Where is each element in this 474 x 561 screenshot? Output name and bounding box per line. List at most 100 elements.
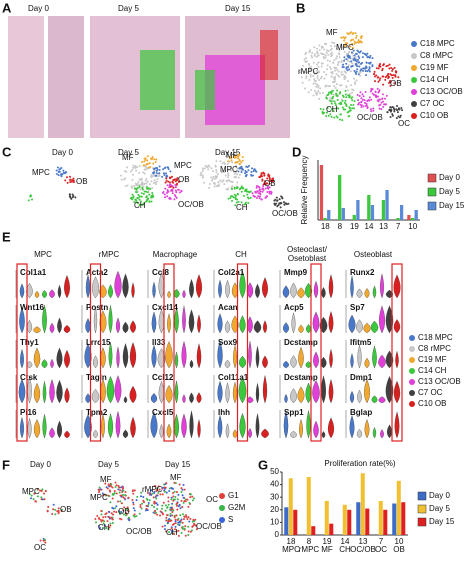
cell-dot: [141, 160, 144, 163]
cell-dot: [109, 501, 112, 504]
cell-dot: [180, 499, 183, 502]
cell-dot: [250, 173, 253, 176]
cell-dot: [368, 66, 371, 69]
cell-dot: [262, 171, 265, 174]
cell-dot: [215, 160, 218, 163]
cell-dot: [316, 47, 319, 50]
cell-dot: [342, 108, 345, 111]
violin: [357, 344, 362, 369]
cell-dot: [57, 174, 60, 177]
x-tick-label: 10: [408, 222, 417, 231]
cell-dot: [165, 179, 168, 182]
cell-dot: [156, 508, 159, 511]
violin: [298, 346, 304, 369]
cell-dot: [333, 66, 336, 69]
cell-dot: [230, 187, 233, 190]
cell-dot: [68, 193, 71, 196]
legend-swatch: [427, 173, 437, 183]
cell-dot: [326, 94, 329, 97]
cell-dot: [264, 196, 267, 199]
cell-dot: [72, 194, 75, 197]
cell-dot: [55, 173, 58, 176]
cell-dot: [153, 491, 156, 494]
violin: [93, 306, 98, 334]
cell-dot: [201, 169, 204, 172]
cell-dot: [323, 48, 326, 51]
cell-dot: [64, 179, 67, 182]
cell-dot: [113, 510, 116, 513]
cell-dot: [106, 487, 109, 490]
cell-dot: [382, 83, 385, 86]
cell-dot: [330, 92, 333, 95]
cell-dot: [103, 524, 106, 527]
cell-dot: [391, 69, 394, 72]
cell-dot: [360, 68, 363, 71]
cell-dot: [379, 77, 382, 80]
violin: [290, 430, 297, 439]
cell-dot: [300, 76, 303, 79]
cell-dot: [391, 114, 394, 117]
day-label: Day 5: [118, 148, 139, 157]
cell-dot: [188, 502, 191, 505]
cell-dot: [154, 495, 157, 498]
violin: [130, 416, 136, 439]
violin: [196, 343, 202, 369]
cell-dot: [351, 46, 354, 49]
cell-dot: [154, 509, 157, 512]
cell-dot: [152, 181, 155, 184]
cell-dot: [369, 108, 372, 111]
cell-dot: [164, 504, 167, 507]
violin: [100, 347, 106, 369]
legend-dot: [411, 77, 417, 83]
cell-dot: [102, 516, 105, 519]
cell-dot: [151, 155, 154, 158]
violin: [224, 359, 231, 369]
cell-dot: [129, 170, 132, 173]
cell-dot: [170, 508, 173, 511]
cell-dot: [40, 496, 43, 499]
cell-dot: [260, 172, 263, 175]
cell-dot: [390, 108, 393, 111]
cell-dot: [336, 89, 339, 92]
cell-dot: [249, 190, 252, 193]
x-tick-label: rMPC: [299, 545, 320, 554]
cell-dot: [180, 190, 183, 193]
cell-dot: [380, 108, 383, 111]
legend-label: C10 OB: [420, 111, 448, 120]
cell-dot: [378, 98, 381, 101]
cell-dot: [114, 486, 117, 489]
cell-dot: [345, 62, 348, 65]
cell-dot: [400, 107, 403, 110]
cell-dot: [380, 101, 383, 104]
cell-dot: [189, 496, 192, 499]
cell-dot: [382, 105, 385, 108]
cell-dot: [389, 73, 392, 76]
cell-dot: [385, 94, 388, 97]
cell-dot: [187, 534, 190, 537]
violin: [313, 351, 319, 369]
cell-dot: [350, 84, 353, 87]
bar: [392, 503, 397, 535]
violin: [56, 420, 63, 439]
cell-dot: [343, 39, 346, 42]
cell-dot: [161, 493, 164, 496]
violin: [312, 311, 320, 334]
cell-dot: [145, 497, 148, 500]
cell-dot: [221, 180, 224, 183]
cell-dot: [318, 49, 321, 52]
cell-dot: [376, 95, 379, 98]
cell-dot: [157, 175, 160, 178]
cell-dot: [31, 198, 34, 201]
day-label: Day 0: [30, 460, 51, 469]
cell-dot: [266, 182, 269, 185]
cell-dot: [231, 199, 234, 202]
cluster-label: OC: [398, 119, 410, 128]
violin: [182, 289, 186, 299]
cell-dot: [214, 164, 217, 167]
cell-dot: [137, 193, 140, 196]
cell-dot: [161, 504, 164, 507]
day-label: Day 15: [165, 460, 191, 469]
violin: [394, 411, 400, 439]
cell-dot: [262, 185, 265, 188]
cell-dot: [207, 168, 210, 171]
